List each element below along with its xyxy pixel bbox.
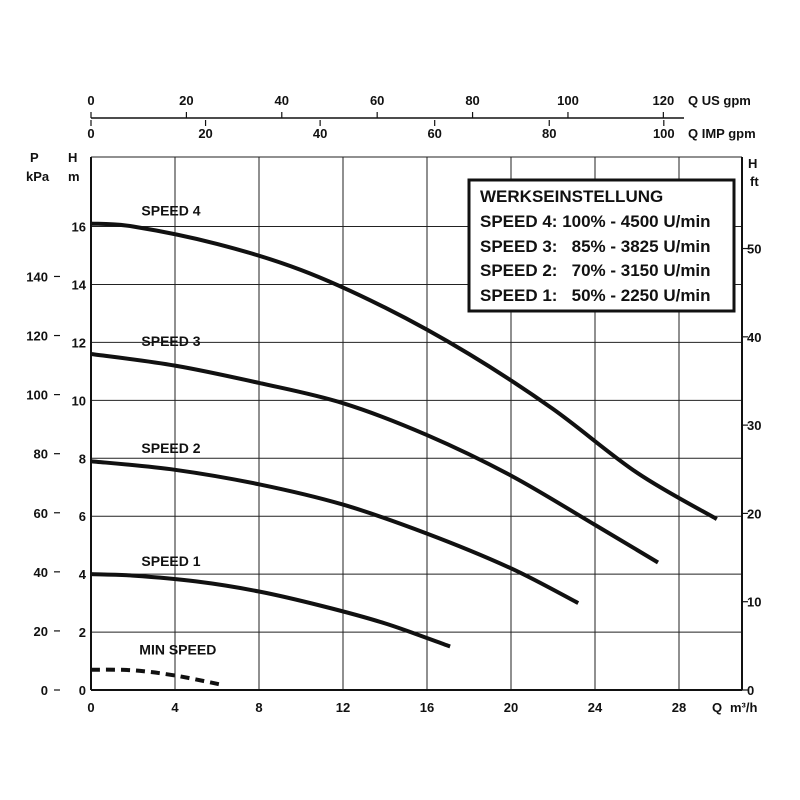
curve-label-speed-2: SPEED 2 <box>141 440 200 456</box>
y-head-tick-label: 8 <box>79 451 86 466</box>
x-axis-unit: m³/h <box>730 700 758 715</box>
legend-line-speed-1: SPEED 1: 50% - 2250 U/min <box>480 286 711 305</box>
y-head-tick-label: 16 <box>72 220 86 235</box>
x-top-imp-label: Q IMP gpm <box>688 126 756 141</box>
x-tick-label: 4 <box>171 700 179 715</box>
curve-speed-2 <box>90 459 580 605</box>
x-top-us-tick-label: 0 <box>87 93 94 108</box>
x-top-imp-tick-label: 0 <box>87 126 94 141</box>
y-head-unit: m <box>68 169 80 184</box>
y-head-tick-label: 0 <box>79 683 86 698</box>
x-top-us-label: Q US gpm <box>688 93 751 108</box>
legend-title: WERKSEINSTELLUNG <box>480 187 663 206</box>
x-top-imp-tick-label: 20 <box>198 126 212 141</box>
y-head-ft-tick-label: 10 <box>747 595 761 610</box>
y-pressure-label: P <box>30 150 39 165</box>
y-head-tick-label: 6 <box>79 509 86 524</box>
y-pressure-tick-label: 60 <box>34 506 48 521</box>
x-top-us-tick-label: 40 <box>275 93 289 108</box>
legend-line-speed-4: SPEED 4: 100% - 4500 U/min <box>480 212 711 231</box>
x-top-us-tick-label: 20 <box>179 93 193 108</box>
legend-line-speed-3: SPEED 3: 85% - 3825 U/min <box>480 237 711 256</box>
x-top-us-tick-label: 80 <box>465 93 479 108</box>
curve-label-speed-4: SPEED 4 <box>141 203 200 219</box>
settings-legend: WERKSEINSTELLUNG SPEED 4: 100% - 4500 U/… <box>467 178 736 313</box>
curve-speed-3 <box>90 352 660 565</box>
y-pressure-tick-label: 0 <box>41 683 48 698</box>
y-head-label: H <box>68 150 77 165</box>
legend-line-speed-2: SPEED 2: 70% - 3150 U/min <box>480 261 711 280</box>
x-tick-label: 8 <box>255 700 262 715</box>
y-head-tick-label: 12 <box>72 335 86 350</box>
x-top-imp-tick-label: 40 <box>313 126 327 141</box>
x-tick-label: 28 <box>672 700 686 715</box>
y-head-ft-unit: ft <box>750 174 759 189</box>
y-head-ft-tick-label: 20 <box>747 506 761 521</box>
y-pressure-tick-label: 80 <box>34 447 48 462</box>
curve-label-min-speed: MIN SPEED <box>139 642 216 658</box>
y-pressure-tick-label: 120 <box>26 329 48 344</box>
y-head-ft-tick-label: 40 <box>747 330 761 345</box>
curves <box>90 221 718 687</box>
x-top-us-tick-label: 60 <box>370 93 384 108</box>
y-pressure-tick-label: 140 <box>26 269 48 284</box>
legend-frame <box>467 178 736 313</box>
x-tick-label: 16 <box>420 700 434 715</box>
x-top-imp-tick-label: 100 <box>653 126 675 141</box>
x-tick-label: 12 <box>336 700 350 715</box>
x-axis-label: Q <box>712 700 722 715</box>
x-tick-label: 0 <box>87 700 94 715</box>
y-head-ft-label: H <box>748 156 757 171</box>
x-top-us-tick-label: 100 <box>557 93 579 108</box>
y-pressure-tick-label: 100 <box>26 388 48 403</box>
x-tick-label: 20 <box>504 700 518 715</box>
curve-label-speed-3: SPEED 3 <box>141 333 200 349</box>
y-pressure-tick-label: 20 <box>34 624 48 639</box>
y-head-ft-tick-label: 30 <box>747 418 761 433</box>
axes <box>54 112 748 691</box>
curve-min-speed <box>90 667 220 687</box>
y-head-tick-label: 2 <box>79 625 86 640</box>
x-top-imp-tick-label: 60 <box>427 126 441 141</box>
y-head-tick-label: 10 <box>72 393 86 408</box>
y-pressure-unit: kPa <box>26 169 50 184</box>
curve-label-speed-1: SPEED 1 <box>141 553 200 569</box>
curve-speed-1 <box>90 572 451 649</box>
x-top-us-tick-label: 120 <box>653 93 675 108</box>
y-pressure-tick-label: 40 <box>34 565 48 580</box>
y-head-tick-label: 4 <box>79 567 87 582</box>
curve-speed-4 <box>90 221 718 521</box>
y-head-ft-tick-label: 0 <box>747 683 754 698</box>
y-head-ft-tick-label: 50 <box>747 242 761 257</box>
y-head-tick-label: 14 <box>72 277 87 292</box>
x-tick-label: 24 <box>588 700 603 715</box>
x-top-imp-tick-label: 80 <box>542 126 556 141</box>
